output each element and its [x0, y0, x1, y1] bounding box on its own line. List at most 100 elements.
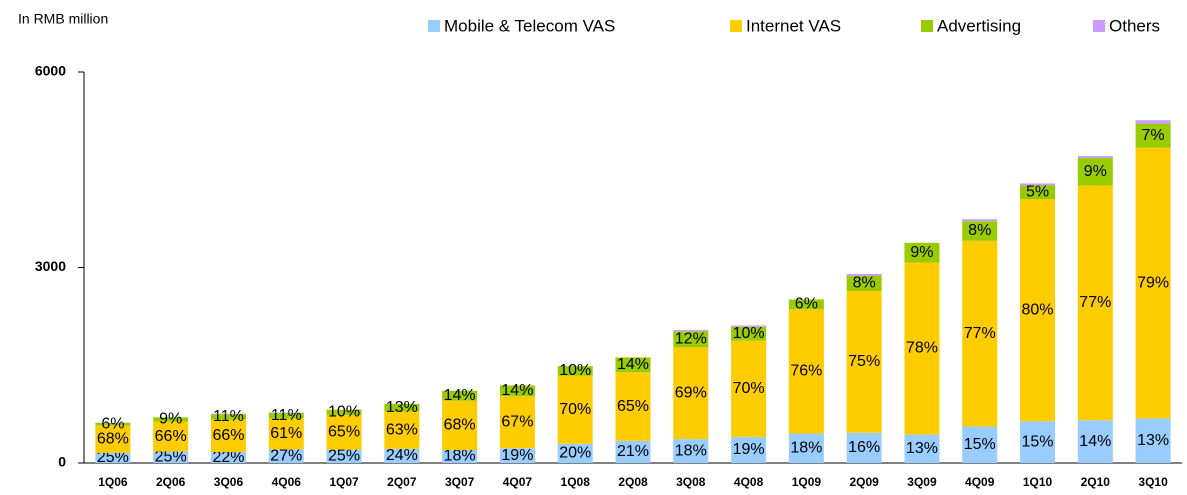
bar-segment	[904, 262, 940, 435]
share-label: 70%	[733, 380, 765, 397]
legend-label: Mobile & Telecom VAS	[444, 16, 615, 35]
bar-segment	[442, 449, 478, 463]
bar-segment	[384, 403, 420, 412]
bar-segment	[153, 421, 189, 452]
share-label: 6%	[795, 296, 818, 313]
legend-swatch	[1093, 20, 1105, 32]
bar-segment	[268, 449, 304, 463]
bar-segment	[268, 412, 304, 413]
share-label: 13%	[386, 399, 418, 416]
bar-segment	[673, 439, 709, 463]
share-label: 6%	[101, 415, 124, 432]
bar-segment	[731, 326, 767, 341]
legend-swatch	[730, 20, 742, 32]
share-label: 5%	[1026, 184, 1049, 201]
share-label: 80%	[1022, 302, 1054, 319]
share-label: 25%	[155, 449, 187, 466]
share-label: 75%	[848, 353, 880, 370]
bar-segment	[326, 414, 362, 450]
bar-segment	[962, 240, 998, 427]
share-label: 19%	[501, 447, 533, 464]
x-tick-label: 1Q08	[561, 475, 591, 489]
legend-label: Advertising	[937, 16, 1021, 35]
bar-segment	[210, 414, 246, 420]
share-label: 66%	[155, 428, 187, 445]
bar-segment	[268, 412, 304, 419]
bar-segment	[788, 309, 824, 434]
share-label: 69%	[675, 384, 707, 401]
x-tick-label: 1Q09	[792, 475, 822, 489]
share-label: 18%	[675, 442, 707, 459]
bar-segment	[384, 411, 420, 449]
bar-segment	[210, 419, 246, 453]
legend-label: Internet VAS	[746, 16, 841, 35]
bar-segment	[1020, 183, 1056, 186]
legend-swatch	[428, 20, 440, 32]
bar-segment	[846, 432, 882, 463]
x-tick-label: 4Q08	[734, 475, 764, 489]
share-label: 9%	[910, 244, 933, 261]
share-label: 10%	[328, 404, 360, 421]
share-label: 7%	[1142, 127, 1165, 144]
bar-segment	[1077, 420, 1113, 463]
share-label: 66%	[212, 427, 244, 444]
bar-segment	[788, 433, 824, 463]
share-label: 63%	[386, 421, 418, 438]
share-label: 76%	[790, 363, 822, 380]
bar-segment	[268, 418, 304, 450]
x-tick-label: 3Q09	[907, 475, 937, 489]
x-tick-label: 1Q06	[98, 475, 128, 489]
share-label: 11%	[213, 408, 244, 425]
share-label: 20%	[559, 445, 591, 462]
share-label: 16%	[848, 439, 880, 456]
share-label: 14%	[617, 356, 649, 373]
bar-segment	[442, 400, 478, 450]
y-tick-label: 6000	[35, 63, 66, 79]
bar-segment	[1077, 156, 1113, 159]
bar-segment	[499, 448, 535, 463]
bar-segment	[615, 357, 651, 373]
share-label: 25%	[328, 448, 360, 465]
share-label: 65%	[617, 398, 649, 415]
bar-segment	[557, 443, 593, 463]
bar-segment	[615, 372, 651, 441]
bar-segment	[1077, 158, 1113, 186]
share-label: 18%	[790, 439, 822, 456]
x-tick-label: 4Q09	[965, 475, 995, 489]
share-label: 18%	[444, 448, 476, 465]
x-tick-label: 2Q09	[849, 475, 879, 489]
bar-segment	[673, 330, 709, 332]
bar-segment	[846, 291, 882, 433]
share-label: 67%	[501, 414, 533, 431]
share-label: 21%	[617, 443, 649, 460]
bar-segment	[1077, 185, 1113, 421]
share-label: 9%	[159, 411, 182, 428]
share-label: 11%	[271, 407, 302, 424]
share-label: 25%	[97, 449, 129, 466]
share-label: 22%	[212, 449, 244, 466]
bar-segment	[499, 396, 535, 449]
bar-segment	[731, 340, 767, 437]
bar-segment	[210, 452, 246, 463]
share-label: 14%	[501, 382, 533, 399]
share-label: 77%	[964, 325, 996, 342]
share-label: 15%	[1022, 433, 1054, 450]
y-axis-label: In RMB million	[18, 11, 108, 27]
bar-segment	[95, 452, 131, 463]
bar-segment	[557, 375, 593, 444]
x-tick-label: 3Q07	[445, 475, 475, 489]
bar-segment	[846, 275, 882, 292]
share-label: 12%	[675, 331, 707, 348]
bar-segment	[962, 426, 998, 463]
bar-segment	[846, 274, 882, 276]
y-tick-label: 3000	[35, 258, 66, 274]
bar-segment	[1020, 421, 1056, 463]
x-tick-label: 2Q10	[1081, 475, 1111, 489]
bar-segment	[557, 366, 593, 376]
share-label: 8%	[853, 275, 876, 292]
share-label: 8%	[968, 222, 991, 239]
bar-segment	[673, 331, 709, 348]
share-label: 14%	[444, 387, 476, 404]
x-tick-label: 3Q08	[676, 475, 706, 489]
